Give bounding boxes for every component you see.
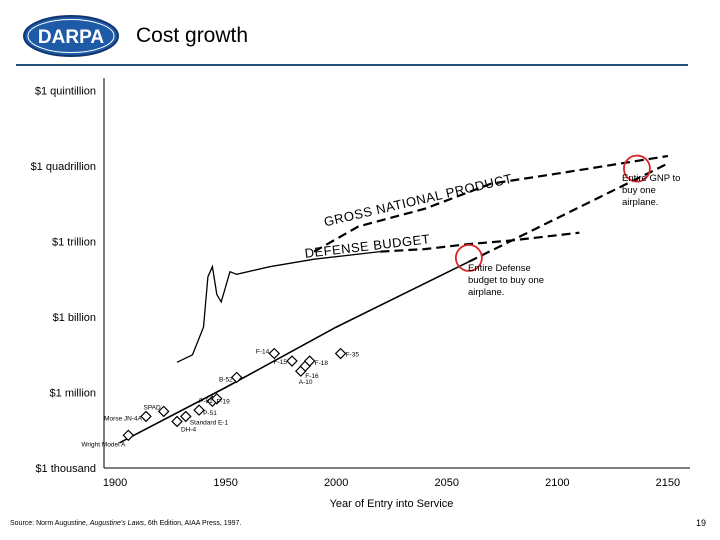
annotation-line: airplane. (468, 287, 504, 298)
aircraft-marker (122, 429, 135, 442)
defense-budget-label-word: DEFENSE (304, 238, 370, 260)
page-number: 19 (696, 518, 707, 528)
page-title: Cost growth (136, 24, 249, 47)
chart-aircraft-markers (122, 154, 651, 442)
x-tick-label: 2000 (324, 477, 348, 489)
x-tick-label: 1900 (103, 477, 127, 489)
defense-budget-label-word: BUDGET (368, 231, 431, 253)
annotation-line: Entire GNP to (622, 173, 680, 184)
aircraft-label: F-19 (216, 398, 230, 405)
aircraft-label: F-15 (274, 359, 288, 366)
annotation-text: Entire Defense budget to buy one airplane. (468, 263, 544, 298)
aircraft-label: DH-4 (181, 426, 197, 433)
gnp-line (313, 154, 669, 253)
annotation-line: budget to buy one (468, 275, 544, 286)
aircraft-marker (303, 355, 316, 367)
gnp-label-group: GROSS NATIONAL PRODUCT (322, 171, 513, 230)
annotation-line: buy one (622, 185, 656, 196)
aircraft-label: P-51 (203, 410, 217, 417)
gnp-label-word: GROSS (322, 204, 374, 230)
defense-budget-line (176, 250, 381, 363)
annotation-line: Entire Defense (468, 263, 531, 274)
source-prefix: Source: Norm Augustine, (10, 520, 90, 527)
logo-oval (23, 15, 119, 57)
chart-labels: $1 quintillion $1 quadrillion $1 trillion $… (31, 86, 681, 510)
title-divider (16, 64, 688, 66)
x-tick-label: 2100 (545, 477, 569, 489)
aircraft-marker (334, 347, 347, 360)
gnp-label-word: PRODUCT (440, 171, 513, 202)
aircraft-label: SPAD (143, 404, 161, 411)
annotation-text: Entire GNP to buy one airplane. (622, 173, 680, 208)
defense-budget-label: DEFENSE BUDGET (304, 231, 431, 261)
y-tick-label: $1 thousand (35, 463, 96, 475)
aircraft-label: A-10 (299, 379, 313, 386)
gnp-label: GROSS NATIONAL PRODUCT (322, 171, 513, 230)
annotation-line: airplane. (622, 197, 658, 208)
aircraft-label: Standard E-1 (190, 419, 229, 426)
aircraft-label: Wright Model A (81, 441, 126, 448)
y-tick-label: $1 trillion (52, 237, 96, 249)
defense-budget-label-group: DEFENSE BUDGET (304, 231, 431, 261)
aircraft-cost-trend-projection (468, 162, 669, 263)
aircraft-marker (140, 410, 152, 423)
aircraft-marker (180, 410, 192, 423)
aircraft-cost-trend-line (119, 260, 470, 444)
aircraft-label: F-18 (315, 360, 329, 367)
aircraft-marker (230, 371, 243, 384)
aircraft-marker (193, 404, 205, 416)
aircraft-marker (157, 405, 170, 418)
logo-text: DARPA (38, 27, 104, 48)
aircraft-label: P-61 (199, 398, 213, 405)
x-tick-label: 1950 (213, 477, 237, 489)
source-citation: Source: Norm Augustine, Augustine's Laws… (10, 520, 241, 527)
y-tick-label: $1 billion (53, 312, 96, 324)
aircraft-label: F-14 (256, 349, 270, 356)
highlight-circle (454, 244, 483, 272)
darpa-logo: DARPA (23, 15, 119, 57)
chart-axes (103, 78, 690, 469)
aircraft-marker (171, 415, 183, 428)
y-tick-label: $1 quadrillion (31, 161, 96, 173)
aircraft-label: B-52 (219, 376, 233, 383)
x-axis-title: Year of Entry into Service (330, 498, 454, 510)
source-suffix: , 6th Edition, AIAA Press, 1997. (144, 520, 242, 527)
aircraft-label: F-16 (305, 373, 319, 380)
y-tick-label: $1 quintillion (35, 86, 96, 98)
aircraft-marker (268, 347, 281, 360)
x-tick-label: 2150 (656, 477, 680, 489)
highlight-circle (623, 154, 651, 183)
logo-oval-inner (27, 19, 115, 53)
aircraft-marker (286, 355, 298, 367)
source-book-title: Augustine's Laws (89, 520, 145, 527)
x-tick-label: 2050 (435, 477, 459, 489)
aircraft-marker (210, 392, 223, 405)
aircraft-label: Morse JN-4A (104, 415, 143, 422)
aircraft-label: F-35 (346, 352, 360, 359)
y-tick-label: $1 million (50, 388, 96, 400)
chart-series (119, 154, 669, 444)
